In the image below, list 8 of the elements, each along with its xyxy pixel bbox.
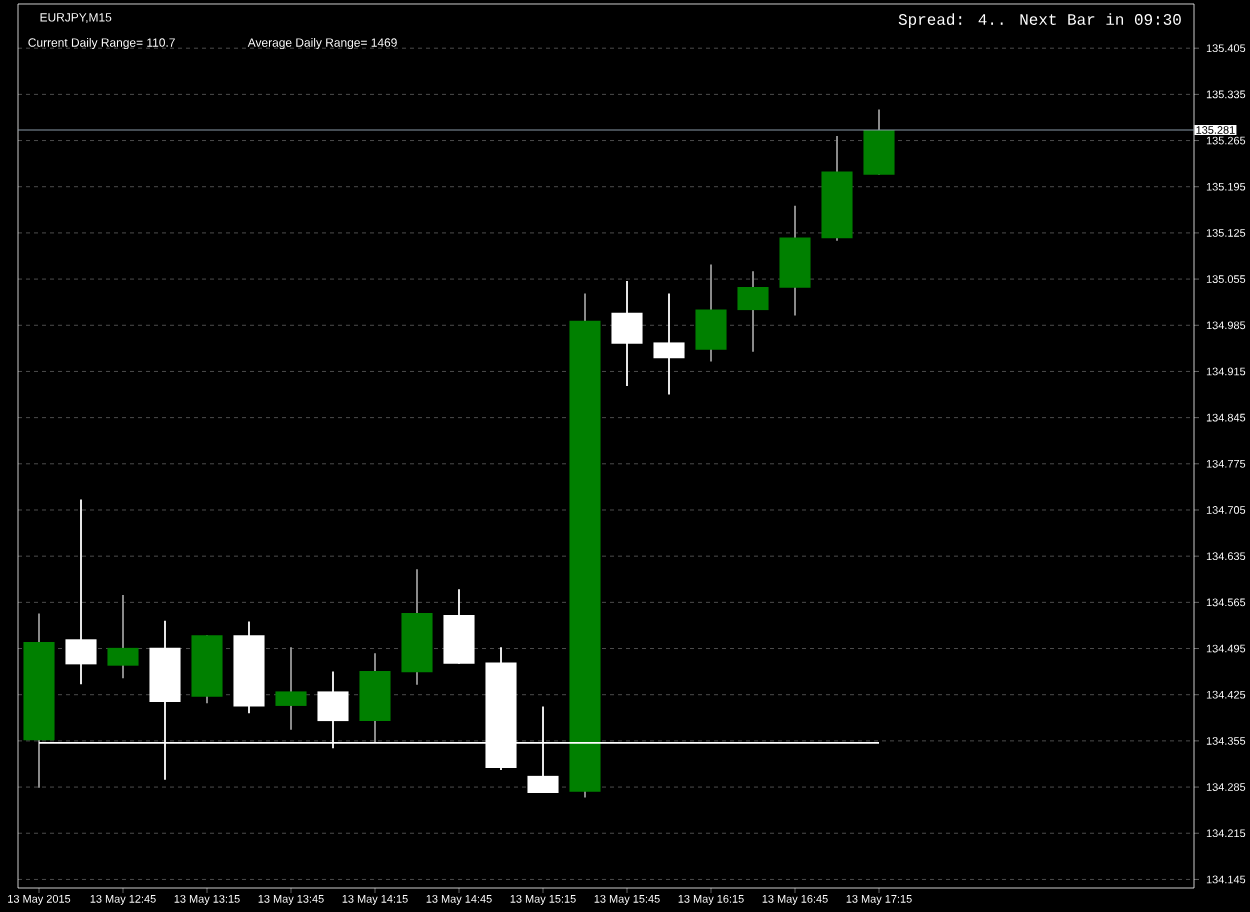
candlestick	[275, 646, 307, 731]
candlestick	[737, 270, 769, 353]
candlestick	[65, 498, 97, 686]
candlestick	[107, 594, 139, 680]
candlestick	[863, 108, 895, 176]
candlestick	[611, 280, 643, 387]
candlestick	[695, 263, 727, 363]
candlestick	[653, 292, 685, 396]
